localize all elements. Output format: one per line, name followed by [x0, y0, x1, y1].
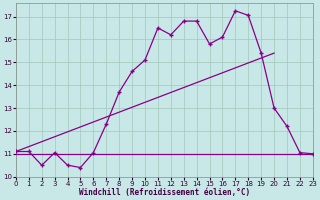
X-axis label: Windchill (Refroidissement éolien,°C): Windchill (Refroidissement éolien,°C): [79, 188, 250, 197]
